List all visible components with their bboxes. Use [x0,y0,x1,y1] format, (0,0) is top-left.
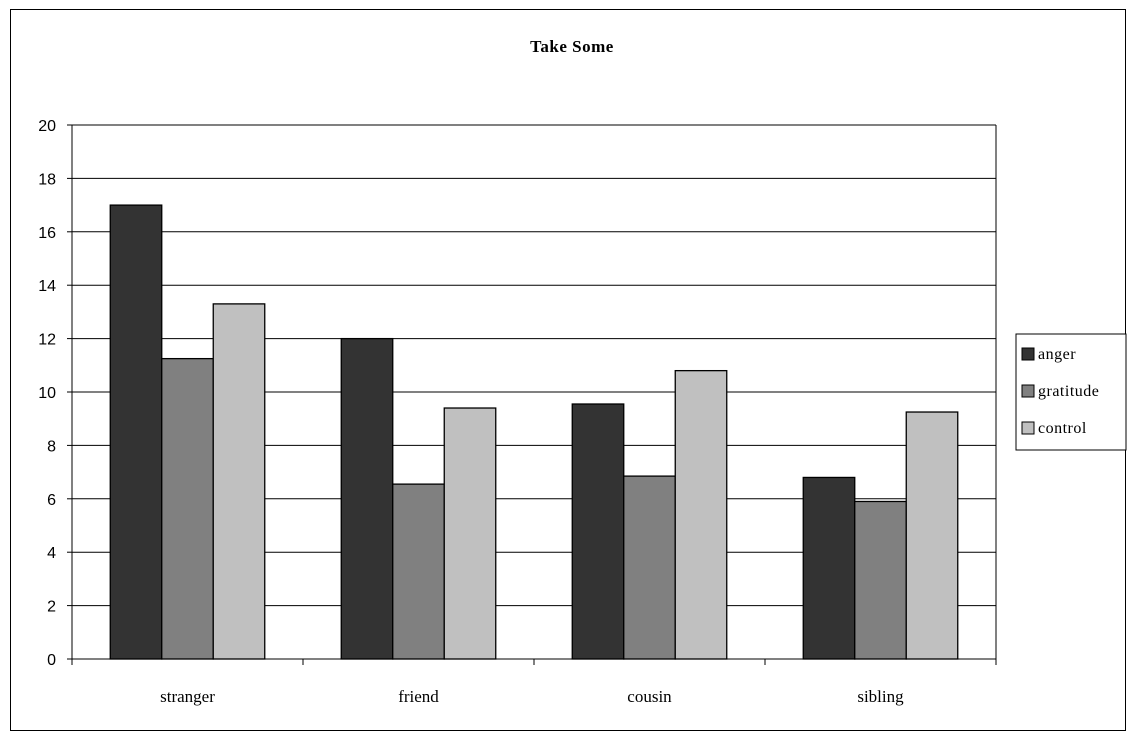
y-tick-label: 14 [38,278,56,295]
bar-gratitude-friend [392,483,445,660]
y-tick-label: 16 [38,225,56,242]
y-tick-label: 4 [47,545,56,562]
y-tick-label: 20 [38,118,56,135]
y-tick-label: 6 [47,492,56,509]
bar-gratitude-sibling [854,500,907,660]
bar-anger-friend [340,337,394,660]
x-tick-labels: stranger friend cousin sibling [160,687,904,706]
legend-label-anger: anger [1038,346,1076,363]
legend-swatch-anger [1021,347,1035,361]
legend: anger gratitude control [1015,333,1127,451]
bar-anger-cousin [571,403,625,660]
y-tick-labels: 0 2 4 6 8 10 12 14 16 18 20 [38,118,56,669]
legend-swatch-control [1021,421,1035,435]
x-tick-label: stranger [160,687,215,706]
y-tick-label: 10 [38,385,56,402]
bar-control-sibling [905,411,959,660]
y-tick-label: 8 [47,438,56,455]
y-tick-label: 18 [38,171,56,188]
bar-anger-stranger [109,204,163,660]
bars [109,204,959,660]
bar-gratitude-cousin [623,475,676,660]
bar-anger-sibling [802,476,856,660]
legend-label-gratitude: gratitude [1038,383,1099,400]
legend-label-control: control [1038,420,1087,437]
bar-control-friend [443,407,497,660]
chart-title: Take Some [530,37,614,56]
legend-swatch-gratitude [1021,384,1035,398]
x-tick-label: sibling [857,687,904,706]
bar-gratitude-stranger [161,357,214,660]
x-tick-label: friend [398,687,439,706]
y-tick-label: 0 [47,652,56,669]
axes [67,124,997,665]
bar-control-cousin [674,369,728,660]
bar-control-stranger [212,303,266,660]
y-tick-label: 2 [47,599,56,616]
y-tick-label: 12 [38,332,56,349]
x-tick-label: cousin [627,687,672,706]
